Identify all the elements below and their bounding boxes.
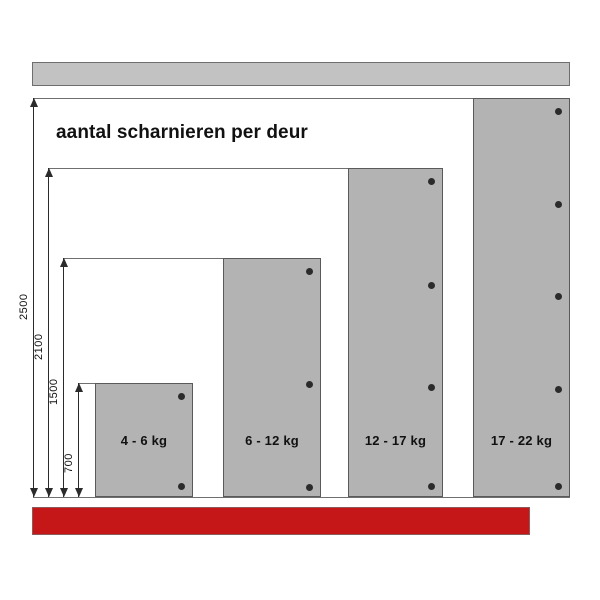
hinge-icon — [555, 200, 562, 208]
hinge-icon — [555, 292, 562, 300]
door-label-4-6kg: 4 - 6 kg — [120, 433, 168, 448]
arrow-down-icon — [75, 488, 83, 497]
hinge-icon — [555, 482, 562, 490]
hinge-icon — [555, 107, 562, 115]
door-label-17-22kg: 17 - 22 kg — [490, 433, 553, 448]
door-label-12-17kg: 12 - 17 kg — [364, 433, 427, 448]
hinge-icon — [306, 380, 313, 388]
page-title: aantal scharnieren per deur — [56, 122, 308, 143]
reference-line-2100 — [48, 168, 348, 169]
door-panel-12-17kg[interactable]: 12 - 17 kg — [348, 168, 443, 497]
arrow-down-icon — [45, 488, 53, 497]
dimension-label-1500: 1500 — [48, 378, 60, 405]
reference-line-2500 — [33, 98, 473, 99]
arrow-up-icon — [75, 383, 83, 392]
arrow-up-icon — [60, 258, 68, 267]
arrow-down-icon — [30, 488, 38, 497]
dimension-2500: 2500 — [18, 98, 38, 497]
door-panel-4-6kg[interactable]: 4 - 6 kg — [95, 383, 193, 497]
hinge-icon — [306, 483, 313, 491]
door-label-6-12kg: 6 - 12 kg — [245, 433, 299, 448]
dimension-1500: 1500 — [48, 258, 68, 497]
hinge-icon — [555, 385, 562, 393]
arrow-up-icon — [45, 168, 53, 177]
dimension-label-2100: 2100 — [33, 333, 45, 360]
hinge-icon — [428, 383, 435, 391]
hinge-icon — [306, 267, 313, 275]
dimension-2100: 2100 — [33, 168, 53, 497]
dimension-700: 700 — [63, 383, 83, 497]
door-panel-17-22kg[interactable]: 17 - 22 kg — [473, 98, 570, 497]
hinge-icon — [178, 482, 185, 490]
hinge-icon — [178, 392, 185, 400]
arrow-down-icon — [60, 488, 68, 497]
dimension-label-700: 700 — [63, 453, 75, 473]
reference-line-1500 — [63, 258, 223, 259]
door-panel-6-12kg[interactable]: 6 - 12 kg — [223, 258, 321, 497]
hinge-icon — [428, 177, 435, 185]
reference-line-baseline — [33, 497, 570, 498]
top-beam — [32, 62, 570, 86]
hinge-icon — [428, 482, 435, 490]
arrow-up-icon — [30, 98, 38, 107]
floor-beam — [32, 507, 530, 535]
hinge-icon — [428, 281, 435, 289]
reference-line-700 — [78, 383, 95, 384]
dimension-label-2500: 2500 — [18, 293, 30, 320]
